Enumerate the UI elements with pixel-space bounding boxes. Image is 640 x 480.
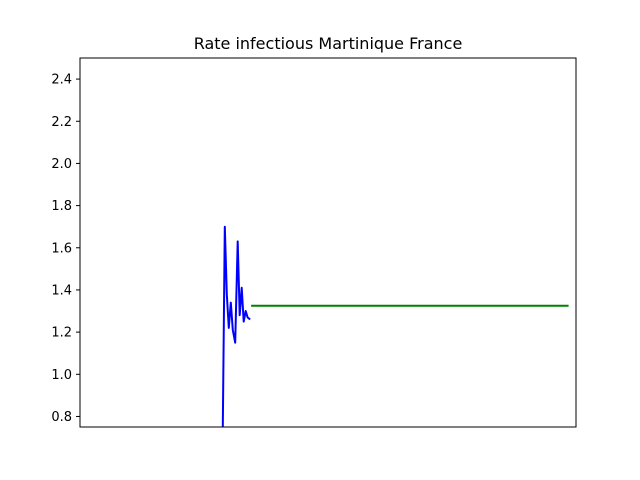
y-tick-label: 1.4 bbox=[51, 283, 72, 298]
y-tick-label: 1.2 bbox=[51, 326, 72, 341]
y-tick-label: 2.2 bbox=[51, 115, 72, 130]
y-tick-label: 2.0 bbox=[51, 157, 72, 172]
y-tick-label: 1.6 bbox=[51, 241, 72, 256]
plot-area bbox=[80, 58, 576, 427]
y-tick-label: 2.4 bbox=[51, 73, 72, 88]
series-layer bbox=[221, 225, 569, 428]
chart-title: Rate infectious Martinique France bbox=[194, 34, 463, 53]
y-axis: 0.8 1.0 1.2 1.4 1.6 1.8 2.0 2.2 2.4 bbox=[51, 73, 80, 425]
y-tick-label: 0.8 bbox=[51, 410, 72, 425]
y-tick-label: 1.8 bbox=[51, 199, 72, 214]
y-tick-label: 1.0 bbox=[51, 368, 72, 383]
plot-frame bbox=[79, 57, 577, 428]
series-line-1 bbox=[221, 225, 251, 428]
